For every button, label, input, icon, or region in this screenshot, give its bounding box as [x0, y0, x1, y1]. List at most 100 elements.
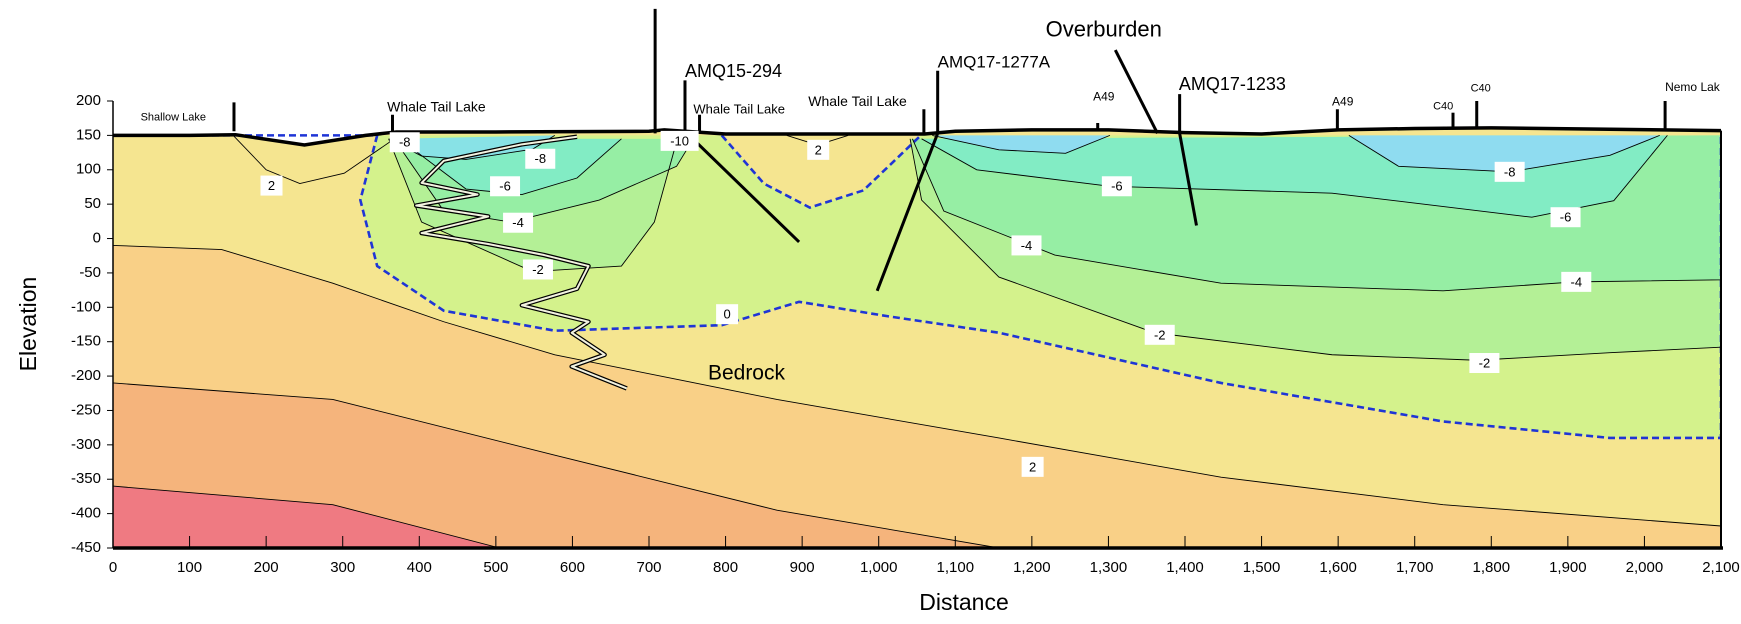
- annotation: Shallow Lake: [141, 111, 206, 123]
- x-tick-label: 300: [330, 559, 355, 576]
- contour-label-box: [1021, 456, 1044, 477]
- contour-label: 2: [807, 139, 830, 160]
- x-tick-label: 1,600: [1319, 559, 1357, 576]
- annotation: Whale Tail Lake: [693, 101, 785, 116]
- y-tick-label: -400: [71, 505, 101, 522]
- x-tick-label: 2,000: [1626, 559, 1664, 576]
- zero-contour: [113, 134, 1721, 440]
- x-tick-label: 1,700: [1396, 559, 1434, 576]
- contour-line: [113, 244, 1721, 527]
- contour-label-box: [660, 130, 699, 151]
- contour-label-text: -4: [512, 215, 524, 230]
- contour-label-box: [1550, 207, 1581, 228]
- x-tick-label: 900: [790, 559, 815, 576]
- contour-label-text: 2: [815, 142, 822, 157]
- contour-label-text: -2: [1154, 327, 1166, 342]
- contour-line: [393, 138, 694, 223]
- y-tick-label: -300: [71, 436, 101, 453]
- annotation: C40: [1471, 83, 1491, 95]
- zero-contour: [720, 134, 922, 209]
- ramp-inner: [415, 135, 628, 390]
- y-tick-label: 200: [76, 92, 101, 109]
- y-tick-label: -350: [71, 470, 101, 487]
- x-tick-label: 2,100: [1702, 559, 1740, 576]
- y-tick-label: -200: [71, 367, 101, 384]
- contour-label: -2: [1469, 353, 1500, 374]
- contour-label-box: [503, 212, 534, 233]
- contour-label-box: [716, 304, 739, 325]
- contour-fill: [721, 135, 921, 208]
- contour-fill: [113, 486, 500, 548]
- contour-label: -6: [490, 176, 521, 197]
- annotation: AMQ15-294: [685, 61, 782, 81]
- contour-label-box: [1011, 235, 1042, 256]
- contour-label-text: -10: [670, 133, 689, 148]
- x-tick-label: 1,900: [1549, 559, 1587, 576]
- x-tick-label: 1,400: [1166, 559, 1204, 576]
- contour-label-box: [525, 148, 556, 169]
- contour-label: -8: [389, 132, 420, 153]
- contour-label-box: [260, 175, 283, 196]
- x-tick-label: 1,300: [1090, 559, 1128, 576]
- y-tick-label: -250: [71, 401, 101, 418]
- contour-line: [932, 134, 1111, 154]
- contour-label: -4: [1561, 271, 1592, 292]
- contour-label-text: 2: [1029, 459, 1036, 474]
- x-tick-label: 400: [407, 559, 432, 576]
- contour-label-text: -4: [1021, 238, 1033, 253]
- annotation: AMQ17-1277A: [938, 53, 1051, 72]
- y-tick-label: -450: [71, 539, 101, 556]
- contour-label: 2: [260, 175, 283, 196]
- y-tick-label: 50: [84, 195, 101, 212]
- x-tick-label: 1,500: [1243, 559, 1281, 576]
- contour-fill: [1348, 135, 1660, 172]
- contour-label-text: -8: [1504, 164, 1516, 179]
- x-tick-label: 1,200: [1013, 559, 1051, 576]
- contour-fill: [932, 135, 1110, 154]
- contour-label-text: -8: [399, 135, 411, 150]
- contour-line: [113, 382, 1000, 548]
- x-tick-label: 200: [254, 559, 279, 576]
- contour-fills: [113, 127, 1721, 548]
- contour-label-box: [490, 176, 521, 197]
- contour-line: [399, 138, 622, 195]
- contour-label: -2: [1144, 324, 1175, 345]
- contour-label: -8: [1494, 161, 1525, 182]
- contour-line: [921, 135, 1668, 218]
- annotation: C40: [1433, 100, 1453, 112]
- contour-label: 2: [1021, 456, 1044, 477]
- x-tick-label: 500: [483, 559, 508, 576]
- y-axis-label: Elevation: [15, 277, 41, 372]
- annotation: Overburden: [1046, 17, 1162, 42]
- annotation: Whale Tail Lake: [808, 93, 907, 109]
- x-tick-label: 1,800: [1473, 559, 1511, 576]
- contour-label: -6: [1550, 207, 1581, 228]
- marks: 2 0 2 -2 -2 -2 -4 -4 -4 -6 -6 -6 -8 -8 -8 -10 2 Shallow L…: [71, 8, 1740, 576]
- contour-label: -2: [522, 259, 553, 280]
- contour-fill: [388, 135, 555, 160]
- drill-hole: [875, 70, 940, 292]
- ground-surface: [113, 126, 1722, 147]
- contour-label-text: 2: [268, 178, 275, 193]
- contour-label-text: 0: [723, 307, 730, 322]
- contour-label-box: [389, 132, 420, 153]
- contour-label-text: -4: [1570, 274, 1582, 289]
- contour-line: [911, 135, 1721, 292]
- x-tick-label: 800: [713, 559, 738, 576]
- contour-line: [388, 138, 678, 273]
- y-tick-label: 100: [76, 161, 101, 178]
- y-tick-label: 150: [76, 126, 101, 143]
- annotation: Whale Tail Lake: [387, 99, 486, 115]
- annotation: AMQ17-1233: [1179, 74, 1286, 94]
- annotation: A49: [1332, 95, 1354, 109]
- x-tick-label: 700: [636, 559, 661, 576]
- contour-label-box: [1101, 176, 1132, 197]
- contour-line: [113, 485, 500, 548]
- contour-label-box: [807, 139, 830, 160]
- contour-label-text: -6: [1560, 210, 1572, 225]
- contour-label-text: -2: [1479, 355, 1491, 370]
- annotation: A49: [1093, 90, 1115, 104]
- contour-label-box: [522, 259, 553, 280]
